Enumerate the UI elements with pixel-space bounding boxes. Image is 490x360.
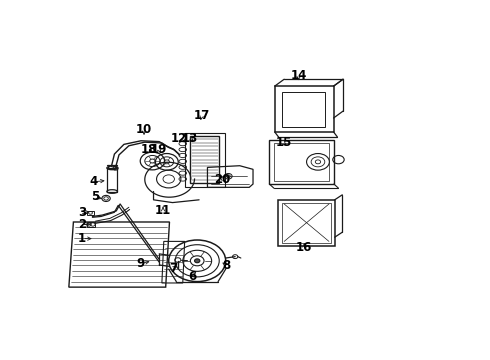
Text: 7: 7: [169, 262, 177, 275]
Bar: [107, 168, 118, 192]
Text: 3: 3: [78, 206, 86, 219]
Bar: [275, 86, 334, 132]
Bar: [274, 143, 329, 181]
Text: 4: 4: [89, 175, 98, 188]
Bar: [282, 203, 331, 243]
Text: 14: 14: [291, 69, 307, 82]
Text: 2: 2: [78, 218, 86, 231]
Text: 8: 8: [222, 259, 231, 272]
Text: 15: 15: [275, 136, 292, 149]
Bar: [87, 211, 94, 215]
Text: 11: 11: [155, 203, 171, 217]
Text: 10: 10: [136, 123, 152, 136]
Text: 18: 18: [141, 143, 158, 157]
Text: 17: 17: [194, 109, 210, 122]
Text: 6: 6: [188, 270, 196, 283]
Text: 13: 13: [181, 131, 198, 144]
Text: 5: 5: [91, 190, 99, 203]
Text: 19: 19: [151, 143, 168, 157]
Bar: [185, 133, 224, 186]
Bar: [278, 200, 335, 246]
Text: 12: 12: [171, 131, 187, 144]
Text: 16: 16: [296, 241, 313, 254]
Bar: [190, 136, 219, 183]
Bar: [281, 92, 325, 127]
Text: 1: 1: [78, 232, 86, 245]
Circle shape: [195, 259, 200, 263]
Bar: [270, 140, 334, 184]
Text: 9: 9: [137, 257, 145, 270]
Bar: [87, 222, 96, 227]
Text: 20: 20: [215, 172, 231, 185]
